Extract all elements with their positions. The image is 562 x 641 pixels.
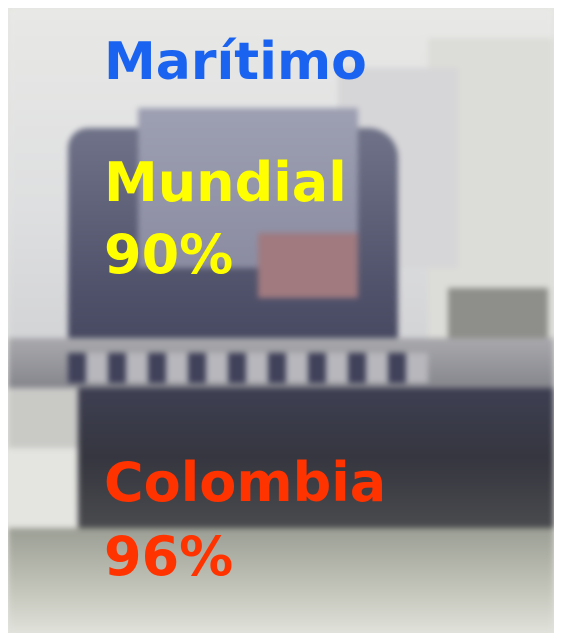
world-percentage: 90% xyxy=(104,223,234,286)
photo-cabin xyxy=(258,233,358,298)
colombia-percentage: 96% xyxy=(104,525,234,588)
cargo-ship-photo xyxy=(8,8,554,633)
colombia-label: Colombia xyxy=(104,451,387,514)
photo-lower-hull xyxy=(78,388,554,528)
photo-portholes xyxy=(68,353,428,383)
photo-pier xyxy=(8,388,88,448)
photo-water xyxy=(8,528,554,633)
slide xyxy=(8,8,554,633)
slide-title: Marítimo xyxy=(104,32,367,92)
world-label: Mundial xyxy=(104,151,347,214)
